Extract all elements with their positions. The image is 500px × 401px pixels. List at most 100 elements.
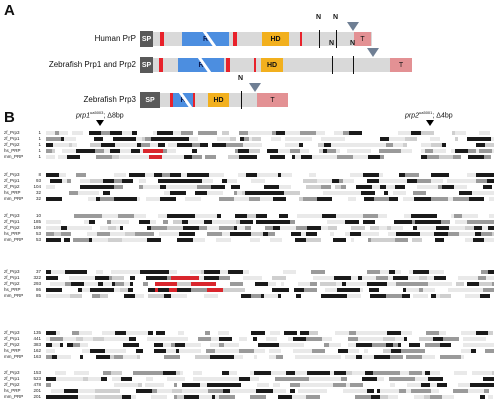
charged-cluster xyxy=(192,93,195,107)
protein-label: Human PrP xyxy=(94,34,136,43)
alignment-row-position: 185 xyxy=(33,219,41,224)
alignment-row-position: 104 xyxy=(33,184,41,189)
alignment-row-name: mm_PRP xyxy=(4,154,24,159)
mutation-right-allele: ua5001 xyxy=(419,110,433,115)
alignment-row-position: 32 xyxy=(35,190,41,195)
gpi-anchor-icon xyxy=(249,83,261,92)
alignment-sequence-track xyxy=(46,155,494,159)
alignment-row-name: hs_PRP xyxy=(4,148,21,153)
panel-a-letter: A xyxy=(4,2,15,19)
mutation-right-gene: prp2 xyxy=(405,112,420,120)
alignment-sequence-track xyxy=(46,331,494,335)
glycosylation-site-line xyxy=(336,30,337,48)
alignment-row-name: zf_Prp2 xyxy=(4,184,20,189)
glycosylation-site-label: N xyxy=(329,40,335,47)
alignment-row-name: mm_PRP xyxy=(4,394,24,399)
signal-peptide: SP xyxy=(140,31,153,47)
glycosylation-site-line xyxy=(319,30,320,48)
alignment-row-name: mm_PRP xyxy=(4,237,24,242)
glycosylation-site-label: N xyxy=(238,75,244,82)
alignment-row-position: 8 xyxy=(38,172,41,177)
hydrophobic-domain: HD xyxy=(262,32,289,46)
alignment-sequence-track xyxy=(46,238,494,242)
mutation-right-text: ; Δ4bp xyxy=(432,112,453,120)
alignment-row-position: 322 xyxy=(33,275,41,280)
charged-cluster xyxy=(300,32,302,46)
alignment-row-name: zf_Prp2 xyxy=(4,382,20,387)
alignment-sequence-track xyxy=(46,377,494,381)
alignment-sequence-track xyxy=(46,389,494,393)
gpi-anchor-icon xyxy=(367,48,379,57)
alignment-sequence-track xyxy=(46,143,494,147)
alignment-sequence-track xyxy=(46,276,494,280)
alignment-sequence-track xyxy=(46,355,494,359)
alignment-row-position: 85 xyxy=(35,293,41,298)
alignment-row-name: zf_Prp2 xyxy=(4,142,20,147)
alignment-row-position: 1 xyxy=(38,148,41,153)
terminal-peptide: T xyxy=(390,58,412,72)
alignment-row-position: 53 xyxy=(35,231,41,236)
alignment-sequence-track xyxy=(46,282,494,286)
alignment-sequence-track xyxy=(46,131,494,135)
alignment-row-name: zf_Prp3 xyxy=(4,130,20,135)
alignment-sequence-track xyxy=(46,214,494,218)
alignment-row-name: zf_Prp3 xyxy=(4,330,20,335)
alignment-sequence-track xyxy=(46,349,494,353)
glycosylation-site-line xyxy=(353,56,354,74)
alignment-row-position: 93 xyxy=(35,178,41,183)
alignment-sequence-track xyxy=(46,179,494,183)
alignment-row-name: hs_PRP xyxy=(4,231,21,236)
mutation-right-label: prp2ua5001; Δ4bp xyxy=(405,110,453,119)
alignment-row-position: 86 xyxy=(35,287,41,292)
alignment-row-position: 201 xyxy=(33,388,41,393)
alignment-row-position: 153 xyxy=(33,370,41,375)
alignment-sequence-track xyxy=(46,191,494,195)
alignment-row-name: zf_Prp1 xyxy=(4,376,20,381)
alignment-sequence-track xyxy=(46,220,494,224)
protein-label: Zebrafish Prp1 and Prp2 xyxy=(48,60,136,69)
alignment-row-name: hs_PRP xyxy=(4,388,21,393)
charged-cluster xyxy=(233,32,237,46)
glycosylation-site-label: N xyxy=(316,14,322,21)
alignment-row-name: zf_Prp1 xyxy=(4,136,20,141)
alignment-row-position: 37 xyxy=(35,269,41,274)
alignment-sequence-track xyxy=(46,294,494,298)
mutation-left-text: ; Δ8bp xyxy=(103,112,124,120)
charged-cluster xyxy=(160,32,164,46)
alignment-sequence-track xyxy=(46,149,494,153)
alignment-row-name: zf_Prp1 xyxy=(4,275,20,280)
mutation-right-arrow-icon xyxy=(426,120,434,126)
glycosylation-site-line xyxy=(332,56,333,74)
alignment-sequence-track xyxy=(46,173,494,177)
alignment-sequence-track xyxy=(46,383,494,387)
alignment-row-name: zf_Prp3 xyxy=(4,213,20,218)
charged-cluster xyxy=(254,58,256,72)
alignment-sequence-track xyxy=(46,343,494,347)
alignment-row-position: 441 xyxy=(33,336,41,341)
alignment-row-position: 478 xyxy=(33,382,41,387)
alignment-sequence-track xyxy=(46,226,494,230)
alignment-row-name: zf_Prp3 xyxy=(4,370,20,375)
alignment-row-position: 53 xyxy=(35,237,41,242)
alignment-row-position: 10 xyxy=(35,213,41,218)
alignment-sequence-track xyxy=(46,270,494,274)
alignment-row-name: mm_PRP xyxy=(4,354,24,359)
charged-cluster xyxy=(170,93,173,107)
alignment-sequence-track xyxy=(46,185,494,189)
panel-b-letter: B xyxy=(4,109,15,126)
charged-cluster xyxy=(226,58,230,72)
repeat-region: R xyxy=(182,32,229,46)
alignment-row-name: zf_Prp2 xyxy=(4,342,20,347)
protein-backbone xyxy=(140,32,372,46)
alignment-row-position: 1 xyxy=(38,142,41,147)
glycosylation-site-line xyxy=(241,91,242,109)
hydrophobic-domain: HD xyxy=(261,58,283,72)
repeat-region: R xyxy=(178,58,224,72)
alignment-row-name: zf_Prp1 xyxy=(4,178,20,183)
alignment-row-position: 163 xyxy=(33,354,41,359)
alignment-row-position: 1 xyxy=(38,154,41,159)
alignment-sequence-track xyxy=(46,337,494,341)
signal-peptide: SP xyxy=(140,92,160,108)
glycosylation-site-label: N xyxy=(350,40,356,47)
alignment-sequence-track xyxy=(46,197,494,201)
